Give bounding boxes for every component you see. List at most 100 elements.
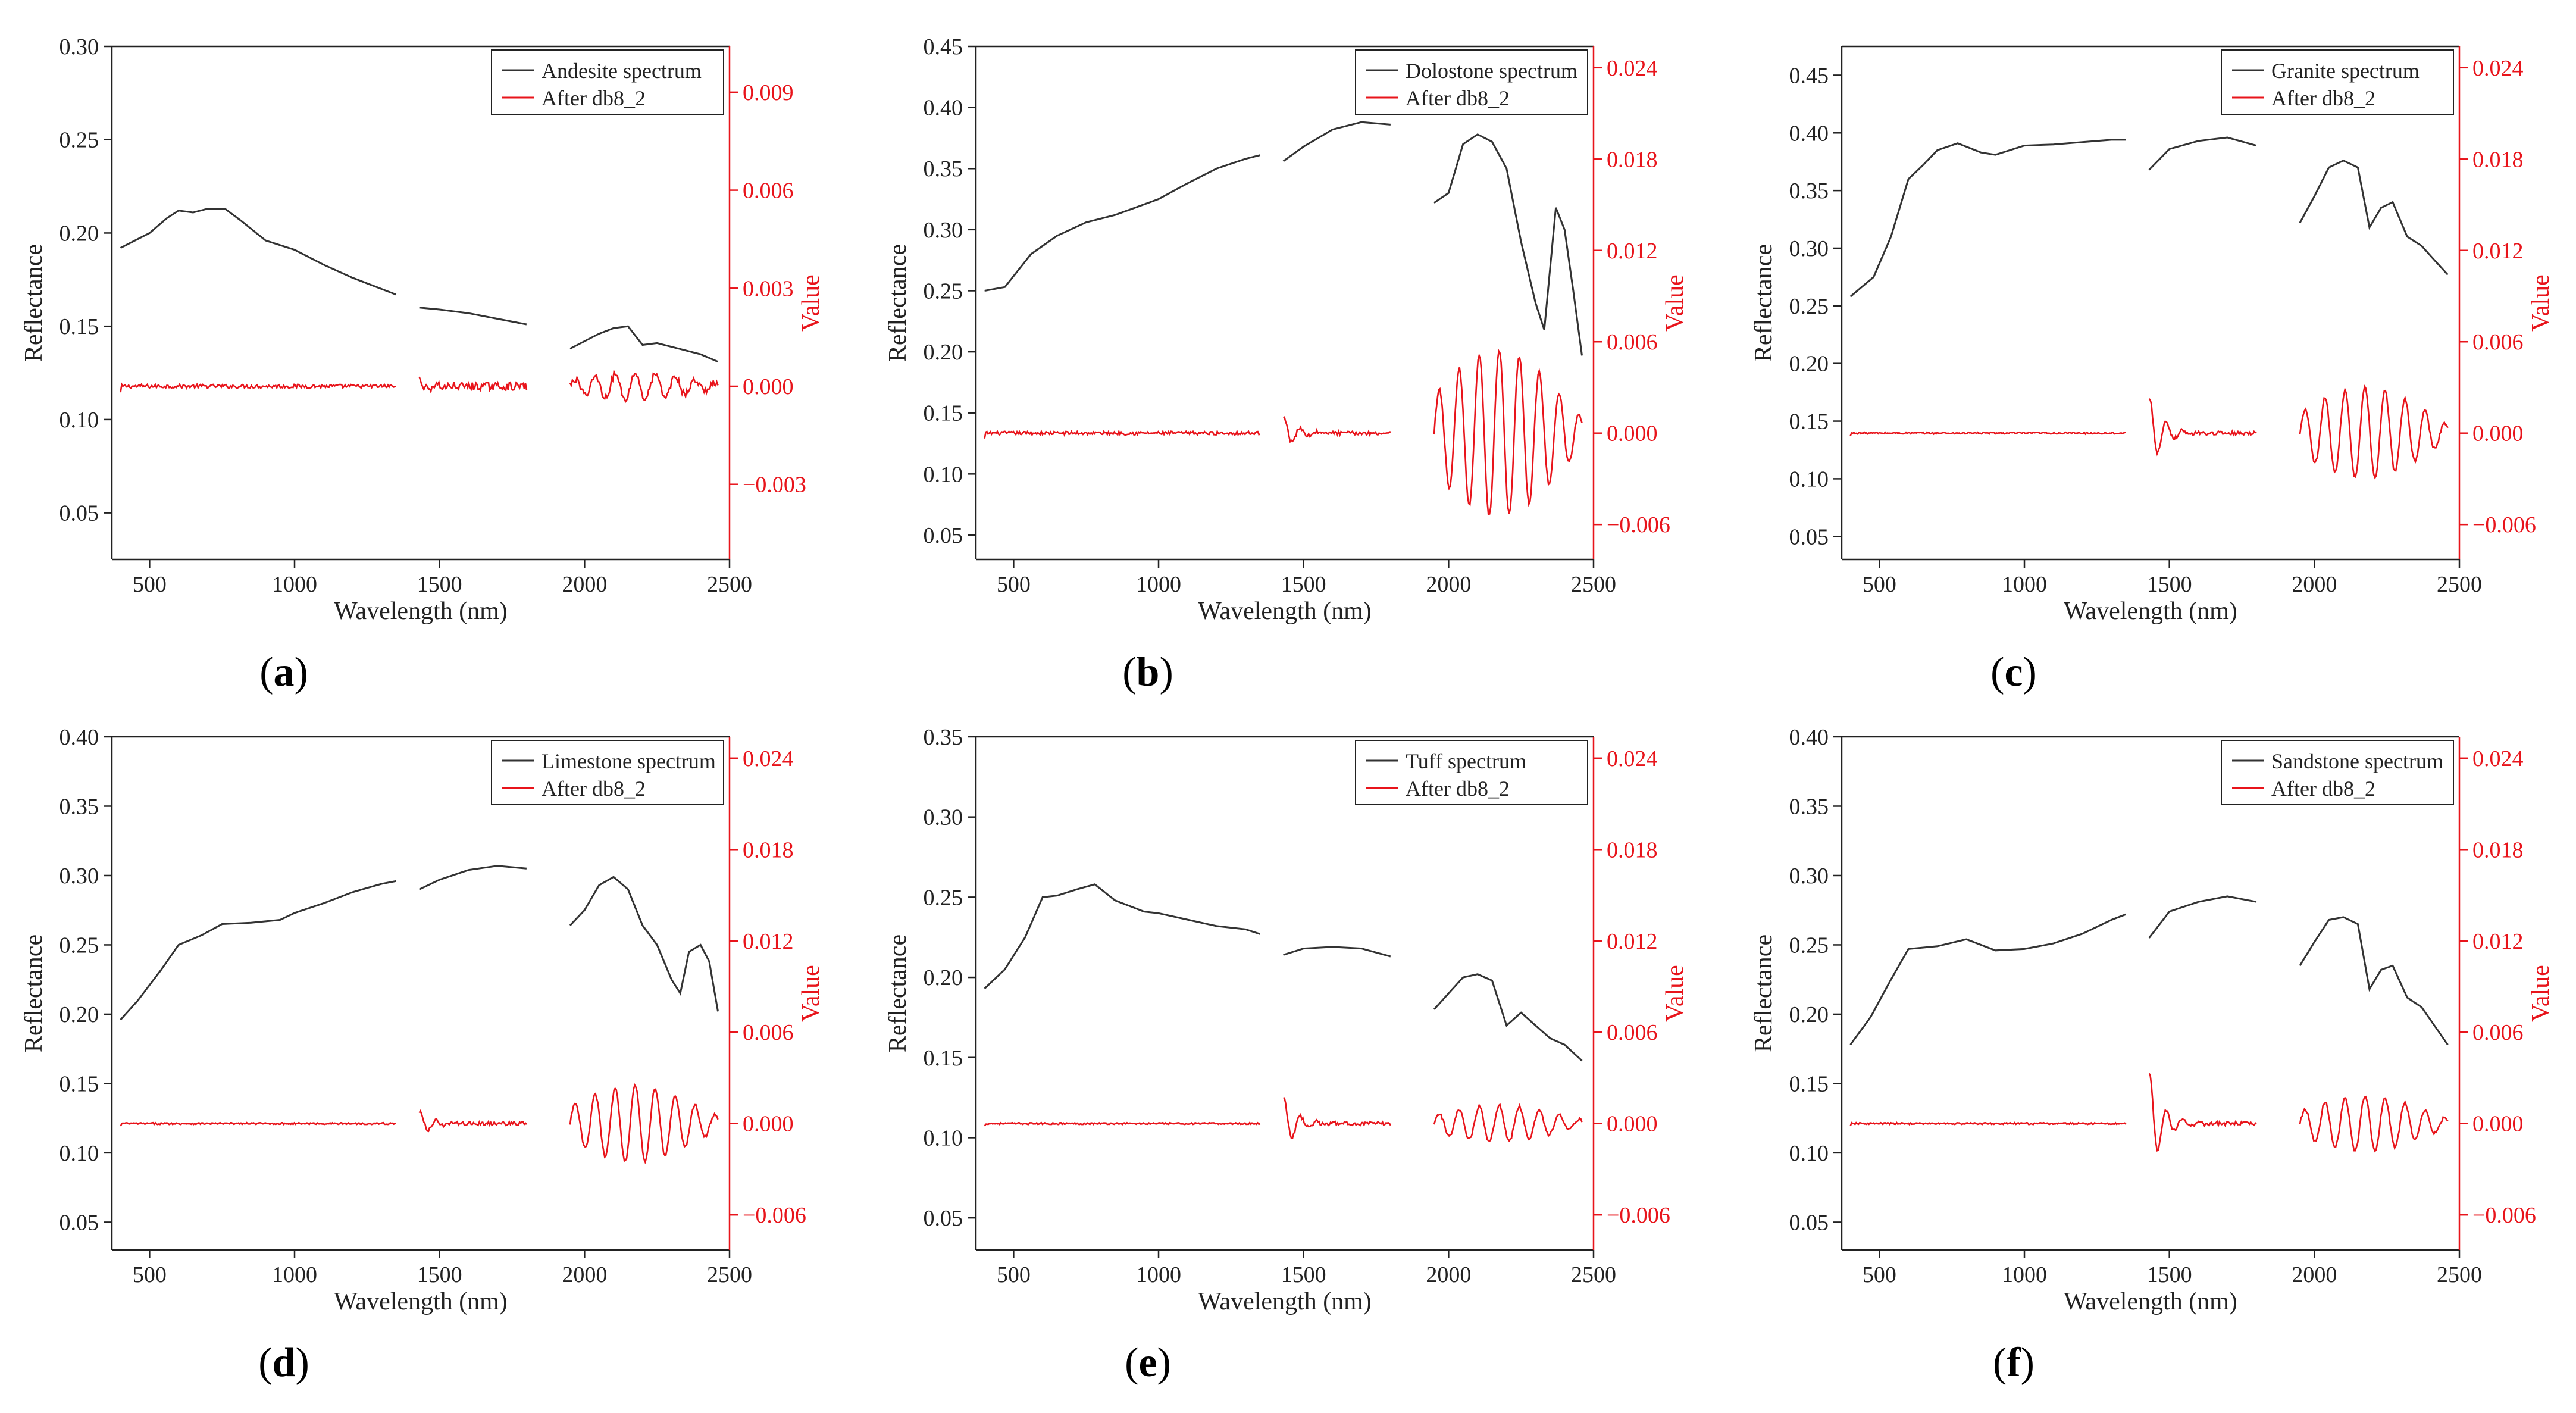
y-tick-label: 0.40 (924, 96, 963, 121)
y-tick-label: 0.10 (924, 1126, 963, 1151)
legend-label-spectrum: Dolostone spectrum (1406, 59, 1577, 83)
y-tick-label: 0.40 (1789, 121, 1829, 146)
legend-box (2221, 49, 2454, 115)
y2-tick-label: −0.006 (2472, 512, 2536, 537)
y2-tick-label: −0.003 (743, 473, 806, 498)
x-tick-label: 500 (997, 572, 1031, 597)
legend: Andesite spectrum After db8_2 (491, 49, 724, 115)
y-tick-label: 0.15 (1789, 409, 1829, 434)
y2-tick-label: 0.000 (1607, 421, 1658, 446)
legend: Dolostone spectrum After db8_2 (1355, 49, 1588, 115)
panel-label-part: b (1137, 649, 1160, 695)
x-tick-label: 2000 (1426, 572, 1471, 597)
y2-tick-label: 0.006 (743, 1020, 794, 1045)
y2-tick-label: 0.000 (743, 1112, 794, 1137)
y2-tick-label: 0.012 (1607, 929, 1658, 954)
y-tick-label: 0.10 (924, 462, 963, 487)
y-tick-label: 0.30 (1789, 236, 1829, 261)
y2-tick-label: 0.000 (2472, 1112, 2524, 1137)
y-tick-label: 0.25 (1789, 933, 1829, 958)
y-tick-label: 0.15 (1789, 1071, 1829, 1096)
legend-box (2221, 740, 2454, 805)
transform-series-seg2 (2148, 398, 2257, 457)
y2-tick-label: 0.006 (1607, 1020, 1658, 1045)
y-tick-label: 0.30 (924, 218, 963, 243)
spectrum-series-seg1 (120, 880, 396, 1021)
y2-tick-label: 0.012 (2472, 929, 2524, 954)
spectrum-series-seg3 (2299, 916, 2449, 1046)
legend-label-transform: After db8_2 (542, 777, 646, 801)
panel-label-part: ) (295, 649, 308, 695)
panel-d: 500 1000 1500 2000 2500 0.05 0.10 0.15 0.20 0.25 0… (20, 725, 825, 1386)
x-axis-label: Wavelength (nm) (2064, 598, 2237, 625)
y2-tick-label: −0.006 (2472, 1203, 2536, 1228)
panel-label-part: ( (259, 649, 273, 695)
x-tick-label: 500 (1863, 572, 1896, 597)
spectrum-series-seg2 (2148, 136, 2257, 171)
y-tick-label: 0.20 (1789, 1002, 1829, 1027)
x-tick-label: 2000 (562, 572, 607, 597)
y2-tick-label: −0.006 (1607, 512, 1670, 537)
y-tick-label: 0.35 (1789, 794, 1829, 819)
x-tick-label: 2500 (2437, 572, 2482, 597)
transform-series-seg1 (1849, 431, 2126, 436)
legend: Limestone spectrum After db8_2 (491, 740, 724, 805)
y-tick-label: 0.05 (60, 501, 99, 526)
transform-series-seg3 (569, 1083, 719, 1165)
y-tick-label: 0.10 (1789, 467, 1829, 492)
y-tick-label: 0.30 (1789, 864, 1829, 889)
panel-b: 500 1000 1500 2000 2500 0.05 0.10 0.15 0.20 0.25 0… (884, 35, 1689, 695)
panel-label: (f) (1993, 1340, 2034, 1386)
panel-label-part: ) (1159, 649, 1173, 695)
panel-label: (a) (259, 649, 308, 695)
x-tick-label: 1500 (2147, 1262, 2192, 1287)
y-axis-label: Reflectance (20, 244, 48, 362)
y2-tick-label: 0.018 (1607, 147, 1658, 172)
spectrum-series-seg3 (1433, 133, 1583, 356)
y2-tick-label: 0.024 (2472, 746, 2524, 771)
x-tick-label: 1000 (2002, 1262, 2047, 1287)
panel-label-part: f (2007, 1340, 2021, 1386)
spectrum-series-seg1 (120, 208, 397, 296)
y2-tick-label: 0.006 (1607, 330, 1658, 355)
y-tick-label: 0.45 (924, 35, 963, 60)
panel-label-part: d (273, 1340, 296, 1386)
spectrum-series-seg1 (1849, 139, 2126, 298)
transform-series-seg2 (418, 376, 528, 395)
transform-series-seg2 (2148, 1073, 2257, 1152)
x-tick-label: 2000 (1426, 1262, 1471, 1287)
y-tick-label: 0.35 (924, 157, 963, 182)
transform-series-seg3 (569, 368, 719, 404)
legend-label-spectrum: Andesite spectrum (542, 59, 702, 83)
x-tick-label: 2500 (1571, 572, 1616, 597)
y2-tick-label: 0.006 (2472, 1020, 2524, 1045)
x-tick-label: 1500 (1281, 1262, 1326, 1287)
legend-label-transform: After db8_2 (2271, 777, 2375, 801)
y-tick-label: 0.40 (1789, 725, 1829, 750)
spectrum-series-seg1 (1849, 913, 2127, 1046)
y2-tick-label: 0.012 (1607, 239, 1658, 264)
x-axis-label: Wavelength (nm) (334, 598, 508, 625)
y-tick-label: 0.25 (60, 128, 99, 153)
x-tick-label: 2000 (2292, 572, 2337, 597)
transform-series-seg1 (984, 429, 1261, 439)
transform-series-seg2 (418, 1109, 527, 1133)
x-tick-label: 1500 (2147, 572, 2192, 597)
y-tick-label: 0.15 (924, 1046, 963, 1071)
y2-tick-label: −0.006 (743, 1203, 806, 1228)
transform-series-seg3 (2299, 1095, 2449, 1153)
x-axis-label: Wavelength (nm) (2064, 1288, 2237, 1315)
legend-label-transform: After db8_2 (542, 86, 646, 110)
y2-tick-label: 0.024 (743, 746, 794, 771)
spectrum-series-seg2 (2148, 895, 2257, 939)
panel-f: 500 1000 1500 2000 2500 0.05 0.10 0.15 0.20 0.25 0… (1750, 725, 2555, 1386)
x-tick-label: 1000 (272, 1262, 317, 1287)
y2-axis-label: Value (2527, 965, 2555, 1022)
y-tick-label: 0.15 (60, 1071, 99, 1096)
x-tick-label: 2500 (2437, 1262, 2482, 1287)
x-tick-label: 1000 (272, 572, 317, 597)
y-tick-label: 0.25 (924, 279, 963, 304)
panel-label: (c) (1990, 649, 2037, 695)
y2-tick-label: 0.006 (2472, 330, 2524, 355)
y2-tick-label: 0.024 (1607, 56, 1658, 81)
